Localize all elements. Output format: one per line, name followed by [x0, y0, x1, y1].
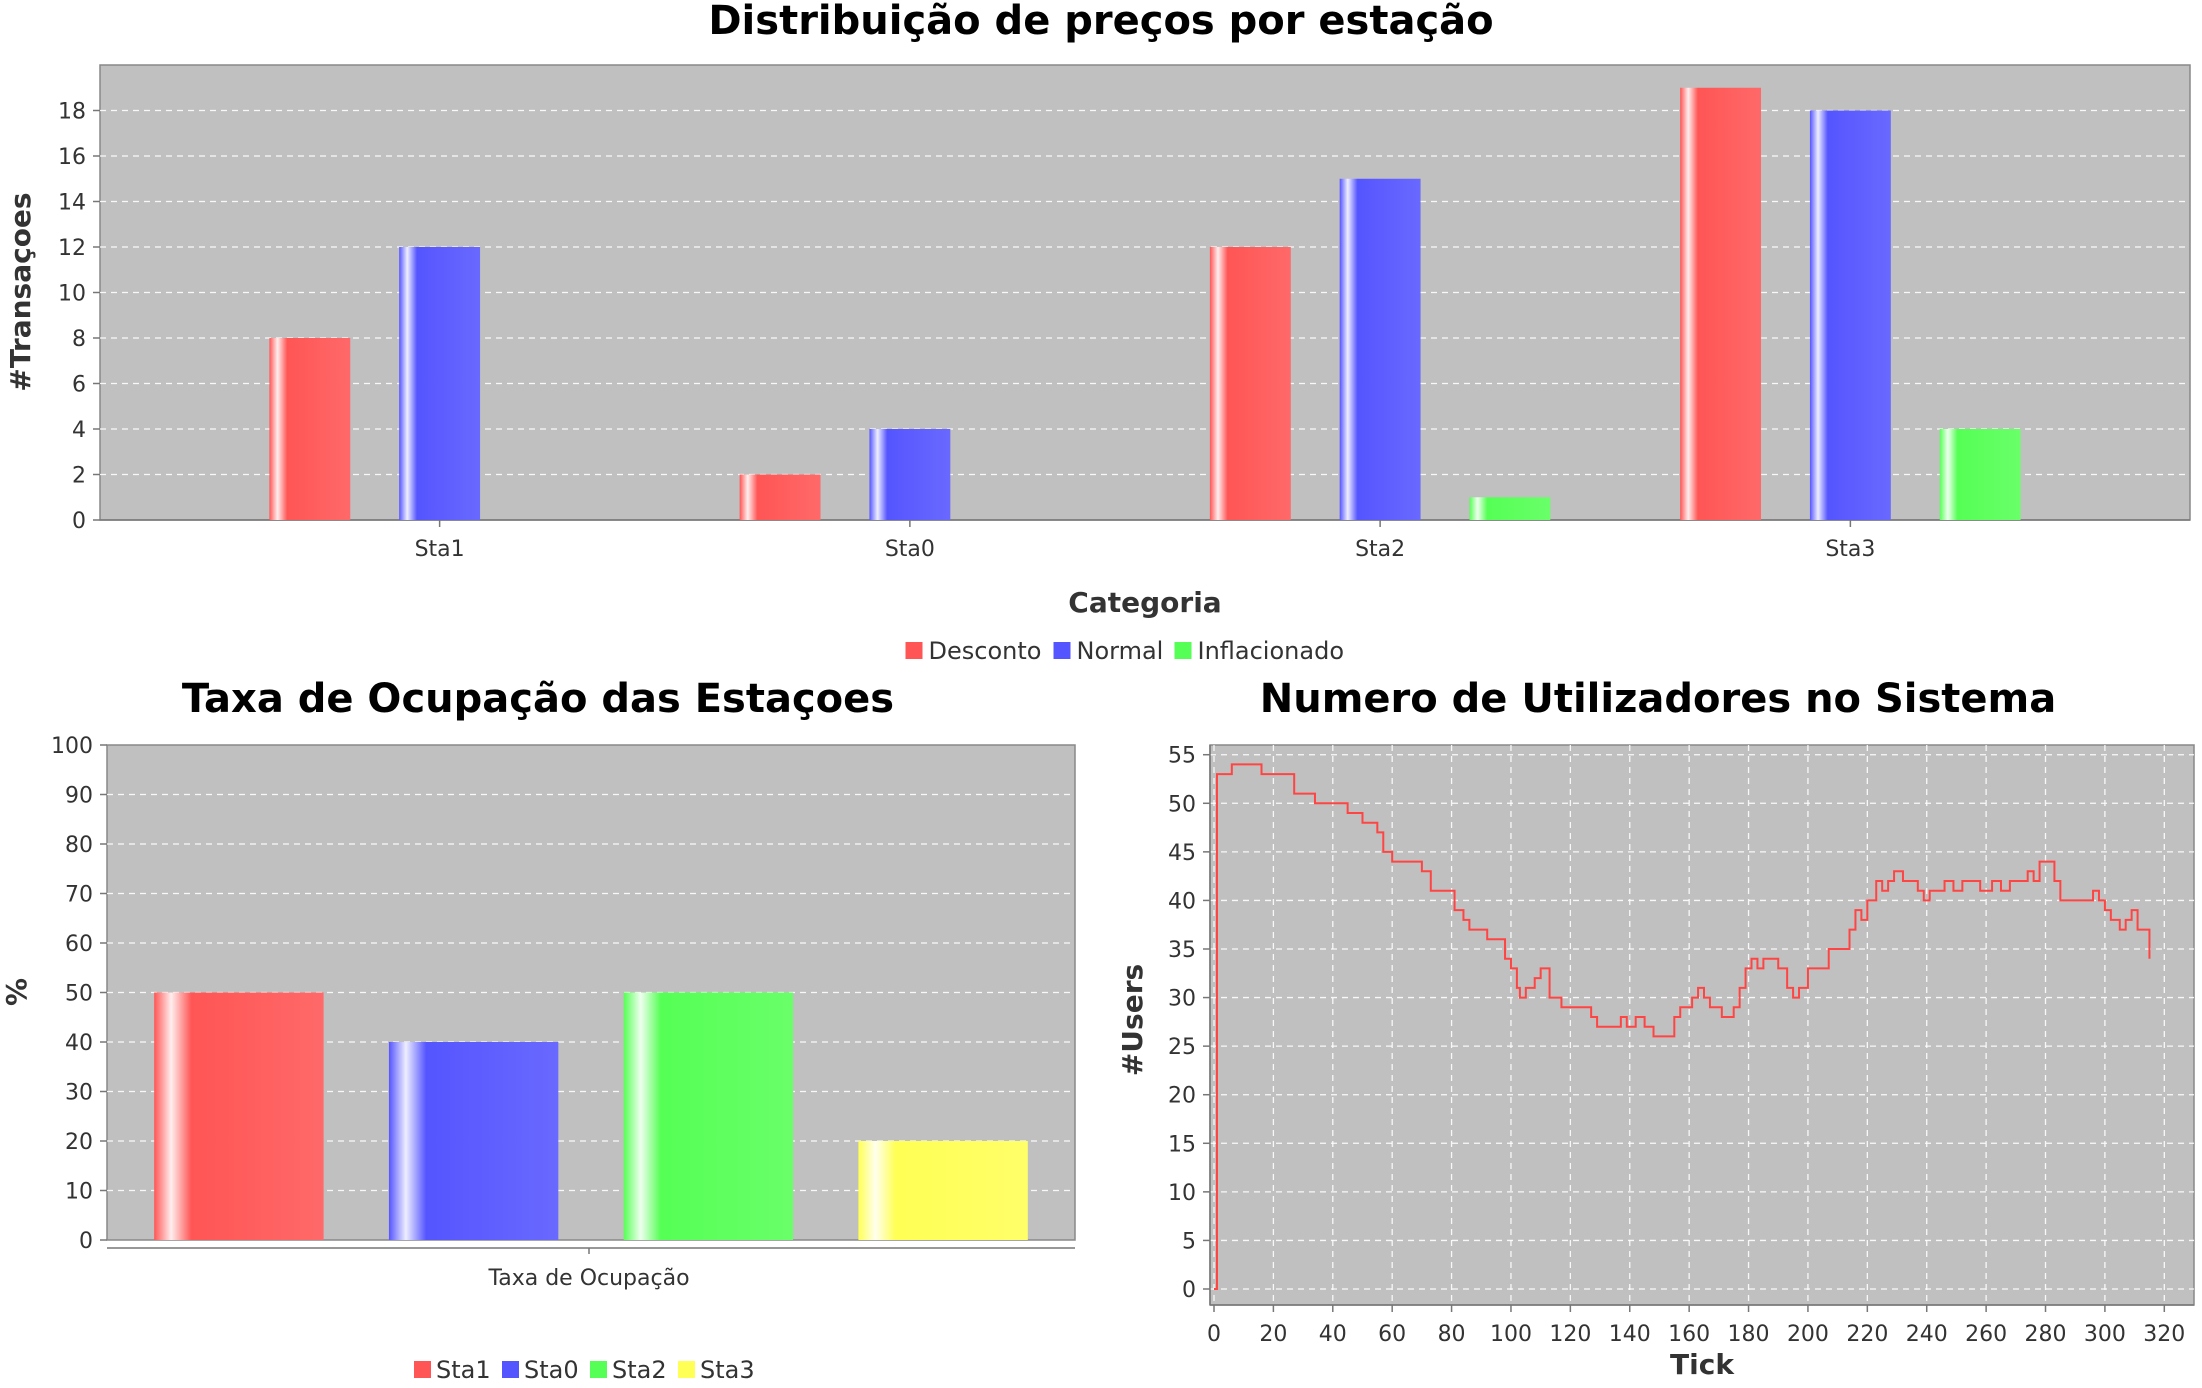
chart1-bar-desconto-sta3 [1680, 87, 1762, 520]
chart1-y-tick-label: 18 [58, 100, 86, 125]
chart2-legend: Sta1 Sta0 Sta2 Sta3 [414, 1356, 755, 1384]
chart3-x-tick-label: 240 [1906, 1322, 1948, 1347]
chart3-y-tick-label: 40 [1168, 889, 1196, 914]
chart1-legend: Desconto Normal Inflacionado [905, 637, 1345, 665]
chart1-bar-normal-sta3 [1809, 110, 1891, 520]
chart2-y-tick-label: 30 [65, 1081, 93, 1106]
chart2-x-tick-label: Taxa de Ocupação [487, 1266, 689, 1291]
chart3-y-tick-label: 55 [1168, 744, 1196, 769]
chart3-x-tick-label: 160 [1668, 1322, 1710, 1347]
chart1-title: Distribuição de preços por estação [708, 0, 1493, 44]
chart1-y-axis-label: #Transaçoes [4, 192, 37, 391]
chart3-x-tick-label: 100 [1490, 1322, 1532, 1347]
chart3-y-tick-label: 35 [1168, 938, 1196, 963]
chart3-x-tick-label: 40 [1319, 1322, 1347, 1347]
chart2-y-tick-label: 70 [65, 883, 93, 908]
chart3-x-tick-label: 60 [1378, 1322, 1406, 1347]
chart2-y-tick-label: 0 [79, 1229, 93, 1254]
chart3-title: Numero de Utilizadores no Sistema [1260, 680, 2056, 722]
chart1-bar-inflacionado-sta2 [1469, 497, 1551, 520]
chart1-bar-desconto-sta0 [739, 474, 821, 520]
chart2-y-tick-label: 50 [65, 982, 93, 1007]
chart3-x-tick-label: 0 [1207, 1322, 1221, 1347]
chart3-x-tick-label: 140 [1609, 1322, 1651, 1347]
chart3-x-tick-label: 220 [1846, 1322, 1888, 1347]
chart2-legend-swatch-sta1 [414, 1361, 431, 1378]
chart3-plot-area [1209, 744, 2195, 1306]
chart3-y-tick-label: 25 [1168, 1035, 1196, 1060]
chart2-title: Taxa de Ocupação das Estaçoes [182, 680, 894, 722]
chart1-legend-label: Desconto [929, 637, 1042, 665]
chart1-y-tick-label: 12 [58, 236, 86, 261]
chart2-legend-swatch-sta2 [590, 1361, 607, 1378]
chart3-y-tick-label: 10 [1168, 1181, 1196, 1206]
chart1-bar-normal-sta2 [1339, 178, 1421, 520]
chart1-bar-inflacionado-sta3 [1939, 429, 2021, 520]
chart1-bar-normal-sta1 [399, 247, 481, 520]
chart1-y-tick-label: 6 [72, 373, 86, 398]
chart1-x-tick-label: Sta2 [1355, 537, 1405, 562]
chart1-y-tick-label: 10 [58, 282, 86, 307]
chart2-bar-sta3 [858, 1141, 1028, 1240]
chart3-y-axis-label: #Users [1116, 964, 1149, 1076]
chart1-legend-swatch-normal [1053, 642, 1071, 659]
chart1-y-tick-label: 4 [72, 418, 86, 443]
chart1-legend-swatch-desconto [905, 642, 923, 659]
chart1-y-tick-label: 8 [72, 327, 86, 352]
price-distribution-chart: Distribuição de preços por estação 0 2 4 6 8… [4, 0, 2191, 665]
chart3-y-tick-label: 50 [1168, 792, 1196, 817]
chart3-x-axis-label: Tick [1670, 1348, 1735, 1381]
chart2-legend-swatch-sta3 [678, 1361, 695, 1378]
chart3-x-tick-label: 20 [1259, 1322, 1287, 1347]
chart2-legend-label: Sta1 [436, 1356, 491, 1384]
chart2-bar-sta0 [388, 1042, 559, 1240]
chart3-users-line [1214, 763, 2151, 1290]
chart1-bar-desconto-sta1 [269, 338, 351, 520]
chart2-legend-label: Sta0 [524, 1356, 579, 1384]
chart3-x-tick-label: 120 [1549, 1322, 1591, 1347]
chart1-y-tick-label: 16 [58, 145, 86, 170]
chart3-x-tick-label: 200 [1787, 1322, 1829, 1347]
chart1-y-tick-label: 2 [72, 464, 86, 489]
chart2-y-tick-label: 80 [65, 833, 93, 858]
chart1-x-axis-label: Categoria [1068, 586, 1221, 619]
chart1-x-tick-label: Sta3 [1825, 537, 1875, 562]
chart1-legend-swatch-inflacionado [1174, 642, 1192, 659]
chart2-y-axis-label: % [0, 978, 33, 1006]
chart2-y-tick-label: 10 [65, 1180, 93, 1205]
chart1-legend-label: Inflacionado [1198, 637, 1345, 665]
chart1-bar-desconto-sta2 [1209, 247, 1291, 520]
chart3-x-tick-label: 80 [1438, 1322, 1466, 1347]
chart1-y-tick-label: 0 [72, 509, 86, 534]
chart3-x-tick-label: 280 [2025, 1322, 2067, 1347]
chart2-legend-swatch-sta0 [502, 1361, 519, 1378]
chart3-y-tick-label: 30 [1168, 987, 1196, 1012]
chart3-x-tick-label: 180 [1728, 1322, 1770, 1347]
chart1-y-tick-label: 14 [58, 191, 86, 216]
chart2-legend-label: Sta3 [700, 1356, 755, 1384]
chart1-legend-label: Normal [1077, 637, 1164, 665]
chart2-bar-sta1 [154, 992, 324, 1240]
chart2-y-tick-label: 90 [65, 784, 93, 809]
chart3-y-tick-label: 20 [1168, 1084, 1196, 1109]
chart3-x-tick-label: 300 [2084, 1322, 2126, 1347]
chart3-x-tick-label: 260 [1965, 1322, 2007, 1347]
chart2-bar-sta2 [623, 992, 794, 1240]
chart2-y-tick-label: 100 [51, 734, 93, 759]
chart2-y-tick-label: 20 [65, 1130, 93, 1155]
chart1-x-tick-label: Sta1 [415, 537, 465, 562]
chart2-y-tick-label: 40 [65, 1031, 93, 1056]
chart3-y-tick-label: 15 [1168, 1132, 1196, 1157]
chart2-y-tick-label: 60 [65, 932, 93, 957]
chart3-y-tick-label: 0 [1182, 1278, 1196, 1303]
occupancy-rate-chart: Taxa de Ocupação das Estaçoes 0 10 20 30 40 5… [0, 680, 1076, 1384]
chart3-y-tick-label: 45 [1168, 841, 1196, 866]
chart3-x-tick-label: 320 [2143, 1322, 2185, 1347]
chart2-legend-label: Sta2 [612, 1356, 667, 1384]
chart1-bar-normal-sta0 [869, 429, 951, 520]
chart1-x-tick-label: Sta0 [885, 537, 935, 562]
users-in-system-chart: Numero de Utilizadores no Sistema 0 5 10 15… [1116, 680, 2195, 1381]
chart3-y-tick-label: 5 [1182, 1229, 1196, 1254]
